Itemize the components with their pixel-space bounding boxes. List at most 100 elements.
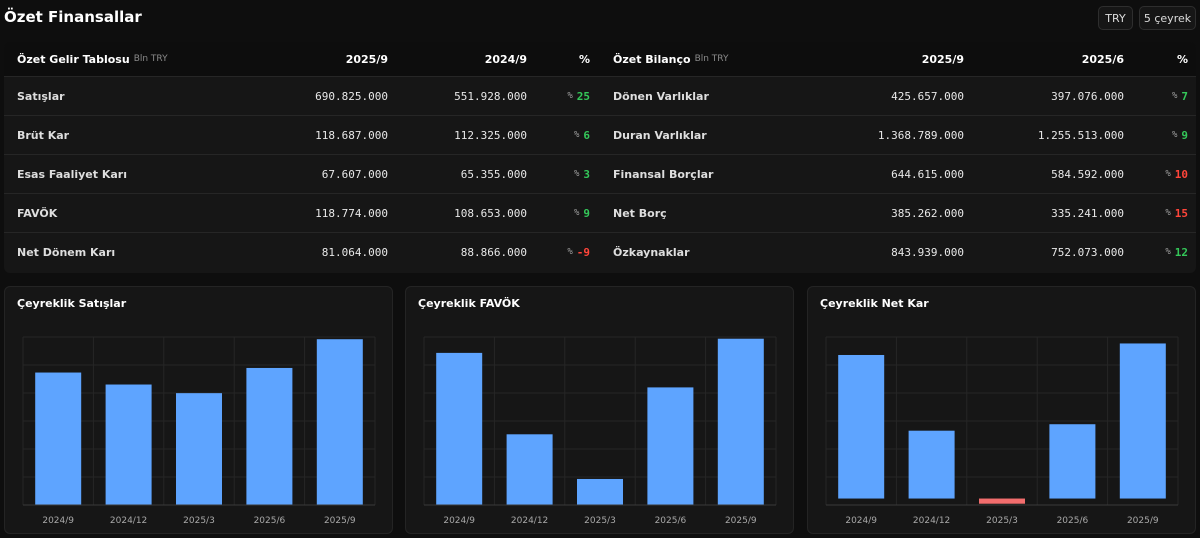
value-period1: 385.262.000	[891, 206, 964, 220]
change-percent: % 12	[1112, 233, 1188, 271]
change-percent: % 9	[524, 194, 590, 232]
percent-symbol: %	[573, 130, 580, 140]
chart-title: Çeyreklik Net Kar	[820, 297, 929, 310]
quarterly-sales-chart: 2024/9 2024/12 2025/3 2025/6 2025/9	[22, 336, 376, 526]
x-tick-label: 2024/12	[913, 516, 950, 526]
column-header-change: %	[578, 52, 590, 66]
percent-symbol: %	[573, 169, 580, 179]
value-period1: 67.607.000	[321, 167, 388, 181]
percent-symbol: %	[1165, 247, 1171, 257]
x-tick-label: 2024/12	[110, 516, 147, 526]
change-percent: % 9	[1112, 116, 1188, 154]
value-period1: 118.774.000	[315, 206, 388, 220]
table-title: Özet Gelir Tablosu Bln TRY	[17, 42, 197, 76]
value-period1: 425.657.000	[891, 89, 964, 103]
value-period2: 88.866.000	[460, 245, 527, 259]
quarterly-ebitda-chart: 2024/9 2024/12 2025/3 2025/6 2025/9	[423, 336, 777, 526]
value-period2: 335.241.000	[1051, 206, 1124, 220]
page-header: Özet Finansallar TRY 5 çeyrek	[0, 0, 1200, 36]
bar-2025-6	[246, 367, 293, 505]
percent-symbol: %	[567, 91, 573, 101]
value-period2: 108.653.000	[454, 206, 527, 220]
bar-2024-9	[838, 354, 885, 499]
bar-2025-9	[717, 338, 764, 505]
chart-card-quarterly-ebitda: Çeyreklik FAVÖK 2024/9 2024/12 2025/3 2025/…	[405, 286, 794, 534]
x-tick-label: 2025/6	[1057, 516, 1089, 526]
table-header: Özet Gelir Tablosu Bln TRY 2025/9 2024/9…	[4, 42, 604, 76]
row-label: Esas Faaliyet Karı	[17, 167, 127, 181]
percent-value: 6	[583, 128, 590, 142]
period-button[interactable]: 5 çeyrek	[1139, 6, 1196, 30]
page-title: Özet Finansallar	[4, 8, 142, 26]
row-label: Brüt Kar	[17, 128, 70, 142]
bar-2024-9	[436, 352, 483, 505]
value-period1: 843.939.000	[891, 245, 964, 259]
value-period2: 752.073.000	[1051, 245, 1124, 259]
balance-sheet-title: Özet Bilanço	[613, 52, 691, 66]
value-period2: 584.592.000	[1051, 167, 1124, 181]
percent-value: 9	[1181, 128, 1188, 142]
unit-label: Bln TRY	[133, 54, 168, 64]
x-tick-label: 2025/6	[655, 516, 687, 526]
row-label: Özkaynaklar	[613, 245, 690, 259]
value-period1: 118.687.000	[315, 128, 388, 142]
percent-value: 9	[583, 206, 590, 220]
bar-2024-12	[506, 434, 553, 505]
x-tick-label: 2025/3	[986, 516, 1018, 526]
summary-tables: Özet Gelir Tablosu Bln TRY 2025/9 2024/9…	[4, 42, 1196, 273]
bar-2024-12	[105, 384, 152, 505]
income-statement-title: Özet Gelir Tablosu	[17, 52, 130, 66]
table-title: Özet Bilanço Bln TRY	[613, 42, 793, 76]
change-percent: % 3	[524, 155, 590, 193]
percent-value: 10	[1174, 167, 1188, 181]
percent-value: -9	[576, 245, 590, 259]
bar-2025-3	[176, 393, 222, 505]
table-row: Dönen Varlıklar 425.657.000 397.076.000% 7	[602, 76, 1196, 115]
table-row: Özkaynaklar 843.939.000 752.073.000% 12	[602, 232, 1196, 271]
table-row: Esas Faaliyet Karı 67.607.000 65.355.000% 3	[4, 154, 604, 193]
row-label: Dönen Varlıklar	[613, 89, 709, 103]
percent-symbol: %	[1171, 130, 1178, 140]
x-tick-label: 2024/9	[443, 516, 475, 526]
value-period1: 690.825.000	[315, 89, 388, 103]
currency-button[interactable]: TRY	[1098, 6, 1133, 30]
x-tick-label: 2024/9	[845, 516, 877, 526]
bar-2024-9	[35, 372, 82, 505]
table-row: Duran Varlıklar 1.368.789.000 1.255.513.00…	[602, 115, 1196, 154]
percent-symbol: %	[567, 247, 573, 257]
table-row: Satışlar 690.825.000 551.928.000% 25	[4, 76, 604, 115]
unit-label: Bln TRY	[694, 54, 729, 64]
row-label: FAVÖK	[17, 206, 58, 220]
row-label: Net Borç	[613, 206, 667, 220]
x-tick-label: 2025/3	[584, 516, 616, 526]
value-period2: 551.928.000	[454, 89, 527, 103]
column-header-period2: 2025/6	[1081, 52, 1124, 66]
change-percent: % 25	[524, 77, 590, 115]
row-label: Satışlar	[17, 89, 65, 103]
percent-symbol: %	[1165, 208, 1171, 218]
x-tick-label: 2025/6	[254, 516, 286, 526]
chart-card-quarterly-net-profit: Çeyreklik Net Kar 2024/9 2024/12 2025/3 202…	[807, 286, 1196, 534]
x-tick-label: 2025/3	[183, 516, 215, 526]
value-period2: 1.255.513.000	[1037, 128, 1124, 142]
percent-value: 25	[576, 89, 590, 103]
change-percent: % -9	[524, 233, 590, 271]
percent-value: 15	[1174, 206, 1188, 220]
value-period1: 81.064.000	[321, 245, 388, 259]
value-period2: 112.325.000	[454, 128, 527, 142]
bar-2024-12	[908, 430, 955, 499]
change-percent: % 7	[1112, 77, 1188, 115]
percent-value: 3	[583, 167, 590, 181]
value-period1: 644.615.000	[891, 167, 964, 181]
table-row: Brüt Kar 118.687.000 112.325.000% 6	[4, 115, 604, 154]
percent-symbol: %	[1171, 91, 1178, 101]
column-header-period1: 2025/9	[345, 52, 388, 66]
table-row: Net Dönem Karı 81.064.000 88.866.000% -9	[4, 232, 604, 271]
row-label: Net Dönem Karı	[17, 245, 116, 259]
column-header-period2: 2024/9	[484, 52, 527, 66]
bar-2025-9	[1119, 343, 1166, 499]
value-period2: 65.355.000	[460, 167, 527, 181]
percent-value: 12	[1174, 245, 1188, 259]
change-percent: % 15	[1112, 194, 1188, 232]
bar-2025-6	[1049, 424, 1096, 499]
